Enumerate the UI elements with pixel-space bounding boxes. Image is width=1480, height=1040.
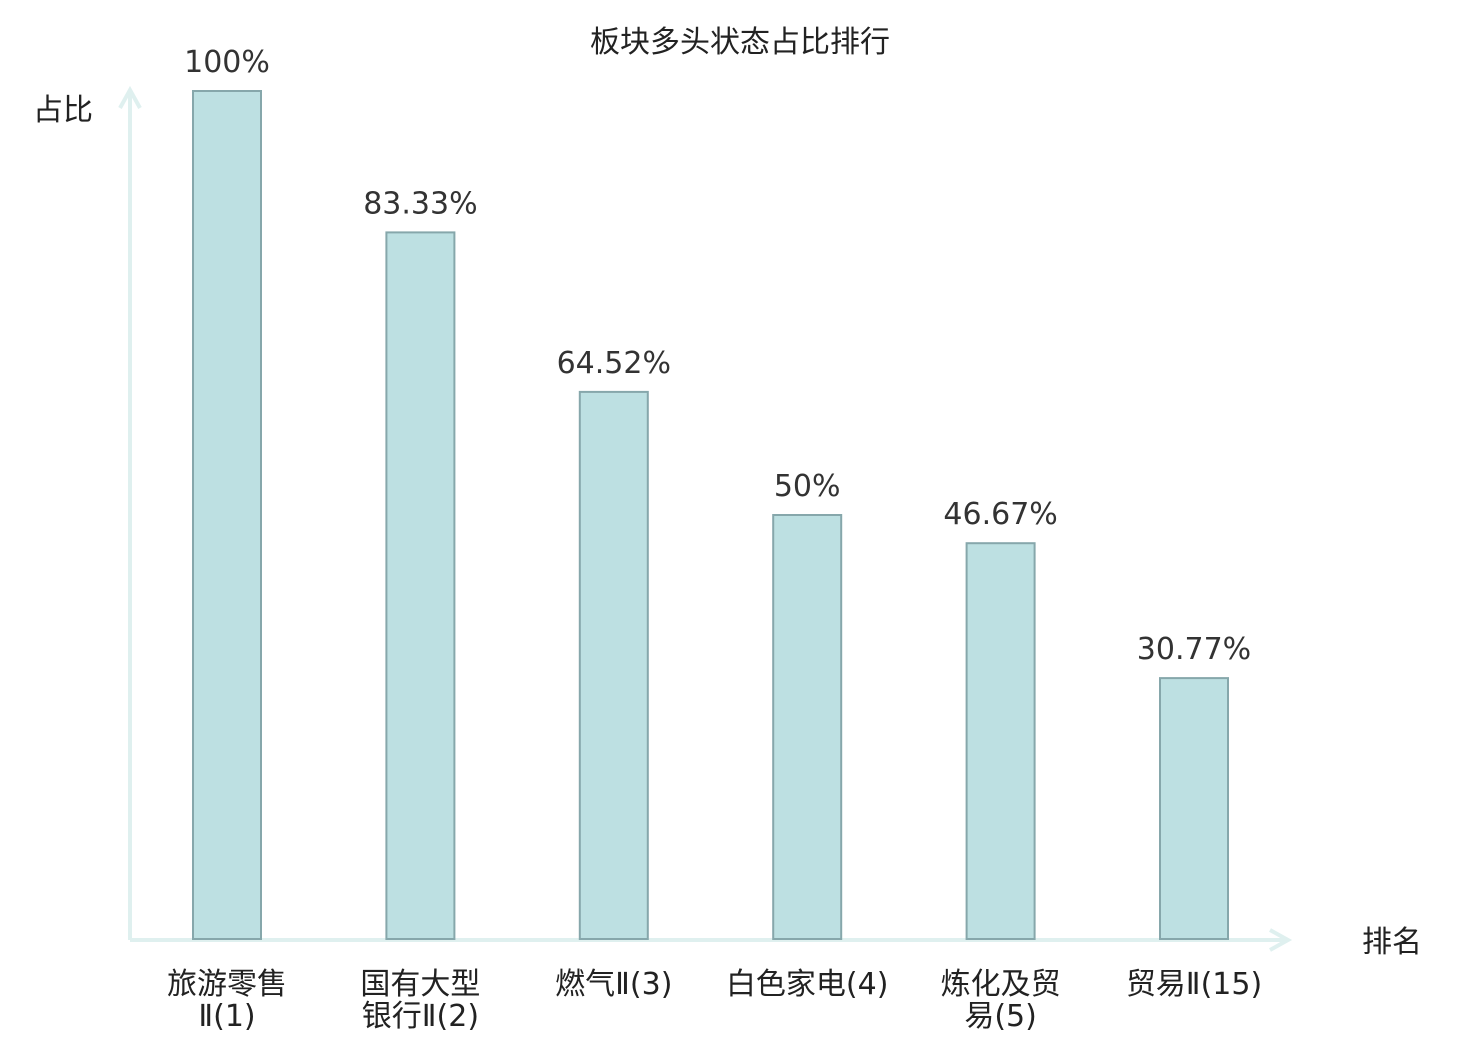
category-label-2-line-1: 国有大型	[360, 967, 480, 1002]
bar-6	[1159, 677, 1229, 940]
y-axis-arrow-icon	[118, 85, 142, 109]
x-axis-arrow-icon	[1269, 928, 1293, 952]
value-label-2: 83.33%	[363, 186, 477, 221]
x-axis-label: 排名	[1362, 925, 1422, 960]
y-axis-label: 占比	[33, 93, 93, 128]
bar-3	[578, 390, 649, 940]
value-label-5: 46.67%	[943, 497, 1057, 532]
category-label-1-line-1: 旅游零售	[167, 967, 287, 1002]
bar-4	[772, 514, 843, 940]
value-label-6: 30.77%	[1137, 632, 1251, 667]
category-label-6-line-1: 贸易Ⅱ(15)	[1126, 967, 1262, 1002]
y-axis: 占比	[33, 85, 142, 940]
category-label-1-line-2: Ⅱ(1)	[198, 999, 255, 1034]
chart-title: 板块多头状态占比排行	[590, 25, 890, 60]
category-label-4-line-1: 白色家电(4)	[726, 967, 889, 1002]
bars-group	[192, 90, 1229, 940]
bar-1	[192, 90, 262, 940]
x-axis: 排名	[130, 925, 1422, 960]
category-label-5-line-2: 易(5)	[964, 999, 1037, 1034]
value-label-1: 100%	[184, 45, 270, 80]
value-label-3: 64.52%	[557, 346, 671, 381]
value-label-4: 50%	[774, 469, 841, 504]
value-labels-group: 100% 83.33% 64.52% 50% 46.67% 30.77%	[184, 45, 1251, 667]
bar-5	[965, 542, 1036, 940]
bar-2	[385, 231, 456, 940]
category-label-5-line-1: 炼化及贸	[941, 967, 1061, 1002]
category-label-2-line-2: 银行Ⅱ(2)	[362, 999, 479, 1034]
category-label-3-line-1: 燃气Ⅱ(3)	[555, 967, 672, 1002]
